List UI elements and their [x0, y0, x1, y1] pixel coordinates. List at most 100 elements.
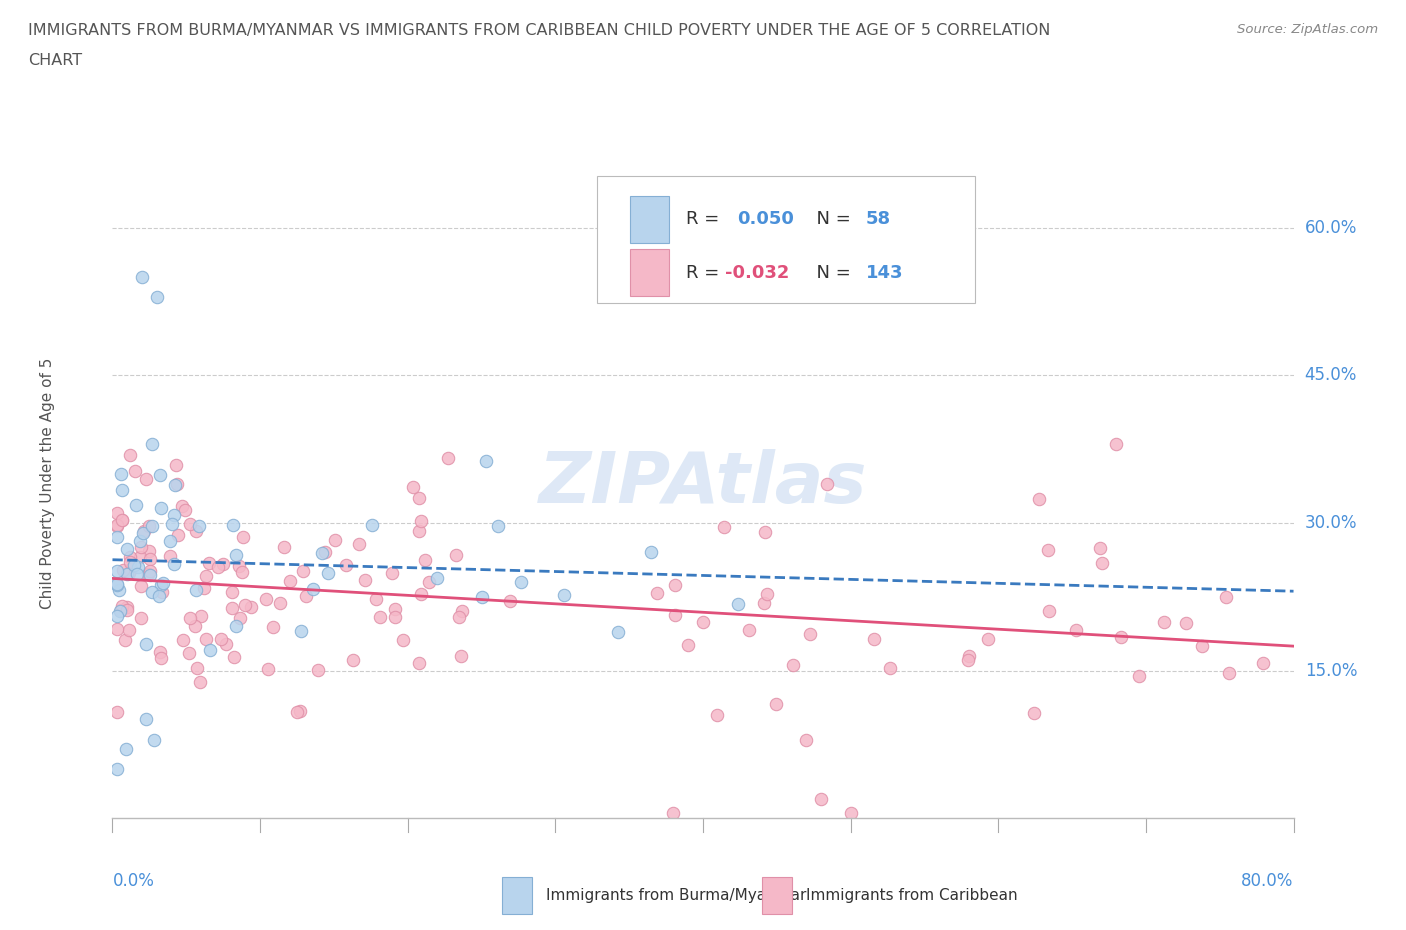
Text: 45.0%: 45.0%: [1305, 366, 1357, 384]
Point: [486, 518, 509, 533]
Point: [105, 578, 128, 592]
Point: [132, 525, 155, 540]
Point: [957, 649, 980, 664]
Point: [607, 625, 630, 640]
Point: [475, 454, 498, 469]
Point: [1028, 492, 1050, 507]
Point: [148, 589, 170, 604]
Point: [152, 576, 174, 591]
Point: [129, 578, 152, 593]
Text: 60.0%: 60.0%: [1305, 219, 1357, 236]
Point: [159, 533, 181, 548]
Point: [285, 705, 308, 720]
Point: [105, 530, 128, 545]
Point: [127, 559, 149, 574]
Point: [977, 632, 1000, 647]
FancyBboxPatch shape: [762, 877, 792, 914]
Point: [114, 633, 136, 648]
Point: [409, 513, 432, 528]
Point: [135, 472, 157, 486]
Point: [209, 631, 232, 646]
Point: [129, 610, 152, 625]
Point: [129, 539, 152, 554]
Point: [183, 618, 205, 633]
Point: [323, 533, 346, 548]
Point: [706, 708, 728, 723]
Point: [233, 598, 256, 613]
Text: -0.032: -0.032: [725, 264, 790, 282]
Text: R =: R =: [686, 264, 725, 282]
Point: [1153, 615, 1175, 630]
Text: 30.0%: 30.0%: [1305, 514, 1357, 532]
Point: [143, 732, 166, 747]
Point: [301, 581, 323, 596]
Point: [957, 652, 980, 667]
Point: [188, 675, 211, 690]
Point: [295, 589, 318, 604]
Point: [135, 711, 157, 726]
Point: [105, 519, 128, 534]
Point: [117, 600, 139, 615]
Point: [426, 571, 449, 586]
Text: 143: 143: [866, 264, 904, 282]
Point: [225, 619, 247, 634]
Point: [197, 555, 219, 570]
Point: [1253, 656, 1275, 671]
Point: [727, 596, 749, 611]
Point: [408, 524, 430, 538]
Point: [105, 621, 128, 636]
Point: [136, 566, 159, 581]
Point: [108, 604, 131, 618]
Point: [125, 498, 148, 512]
Point: [110, 466, 132, 481]
Point: [118, 565, 141, 580]
Point: [444, 548, 467, 563]
Point: [1191, 639, 1213, 654]
Point: [159, 548, 181, 563]
Point: [105, 517, 128, 532]
Text: 0.0%: 0.0%: [112, 872, 155, 890]
Point: [409, 587, 432, 602]
Point: [111, 513, 134, 528]
Point: [165, 478, 187, 493]
Text: 58: 58: [866, 210, 891, 228]
Point: [765, 697, 787, 711]
Point: [149, 501, 172, 516]
Point: [645, 586, 668, 601]
Point: [194, 568, 217, 583]
Point: [664, 607, 686, 622]
Point: [115, 567, 138, 582]
Point: [1215, 590, 1237, 604]
Point: [269, 596, 291, 611]
Point: [105, 762, 128, 777]
Point: [402, 480, 425, 495]
Point: [470, 590, 492, 604]
Point: [231, 565, 253, 579]
FancyBboxPatch shape: [630, 249, 669, 296]
Point: [120, 562, 142, 577]
Point: [368, 609, 391, 624]
Point: [115, 541, 138, 556]
Point: [335, 557, 357, 572]
Point: [278, 574, 301, 589]
Point: [127, 567, 149, 582]
Point: [194, 631, 217, 646]
Point: [1174, 615, 1197, 630]
Point: [254, 591, 277, 606]
Point: [381, 565, 404, 580]
Point: [450, 648, 472, 663]
Text: Source: ZipAtlas.com: Source: ZipAtlas.com: [1237, 23, 1378, 36]
FancyBboxPatch shape: [596, 176, 974, 303]
Point: [177, 646, 200, 661]
Point: [553, 587, 575, 602]
Point: [193, 580, 215, 595]
Point: [221, 518, 243, 533]
Point: [273, 540, 295, 555]
Point: [163, 508, 186, 523]
Point: [221, 585, 243, 600]
Point: [172, 498, 194, 513]
Text: 80.0%: 80.0%: [1241, 872, 1294, 890]
Point: [384, 609, 406, 624]
Point: [200, 643, 222, 658]
Point: [166, 476, 188, 491]
